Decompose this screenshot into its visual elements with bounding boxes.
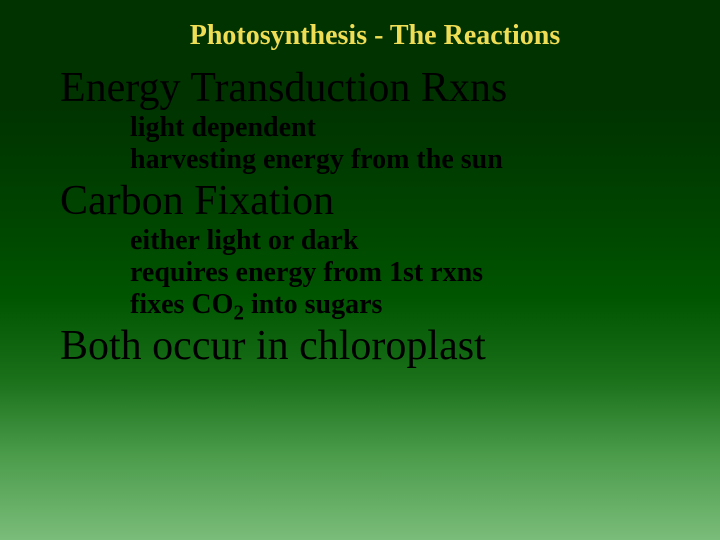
section2-sub3: fixes CO2 into sugars — [0, 289, 720, 321]
section2-sub3-pre: fixes CO — [130, 289, 233, 320]
section1-sub2: harvesting energy from the sun — [0, 144, 720, 176]
slide-title: Photosynthesis - The Reactions — [0, 20, 720, 52]
section2-sub1: either light or dark — [0, 225, 720, 257]
section1-heading: Energy Transduction Rxns — [0, 64, 720, 112]
section1-sub1: light dependent — [0, 112, 720, 144]
section2-sub3-post: into sugars — [244, 289, 382, 320]
slide-container: Photosynthesis - The Reactions Energy Tr… — [0, 0, 720, 540]
section2-heading: Carbon Fixation — [0, 177, 720, 225]
section2-sub2: requires energy from 1st rxns — [0, 257, 720, 289]
section3-heading: Both occur in chloroplast — [0, 322, 720, 370]
